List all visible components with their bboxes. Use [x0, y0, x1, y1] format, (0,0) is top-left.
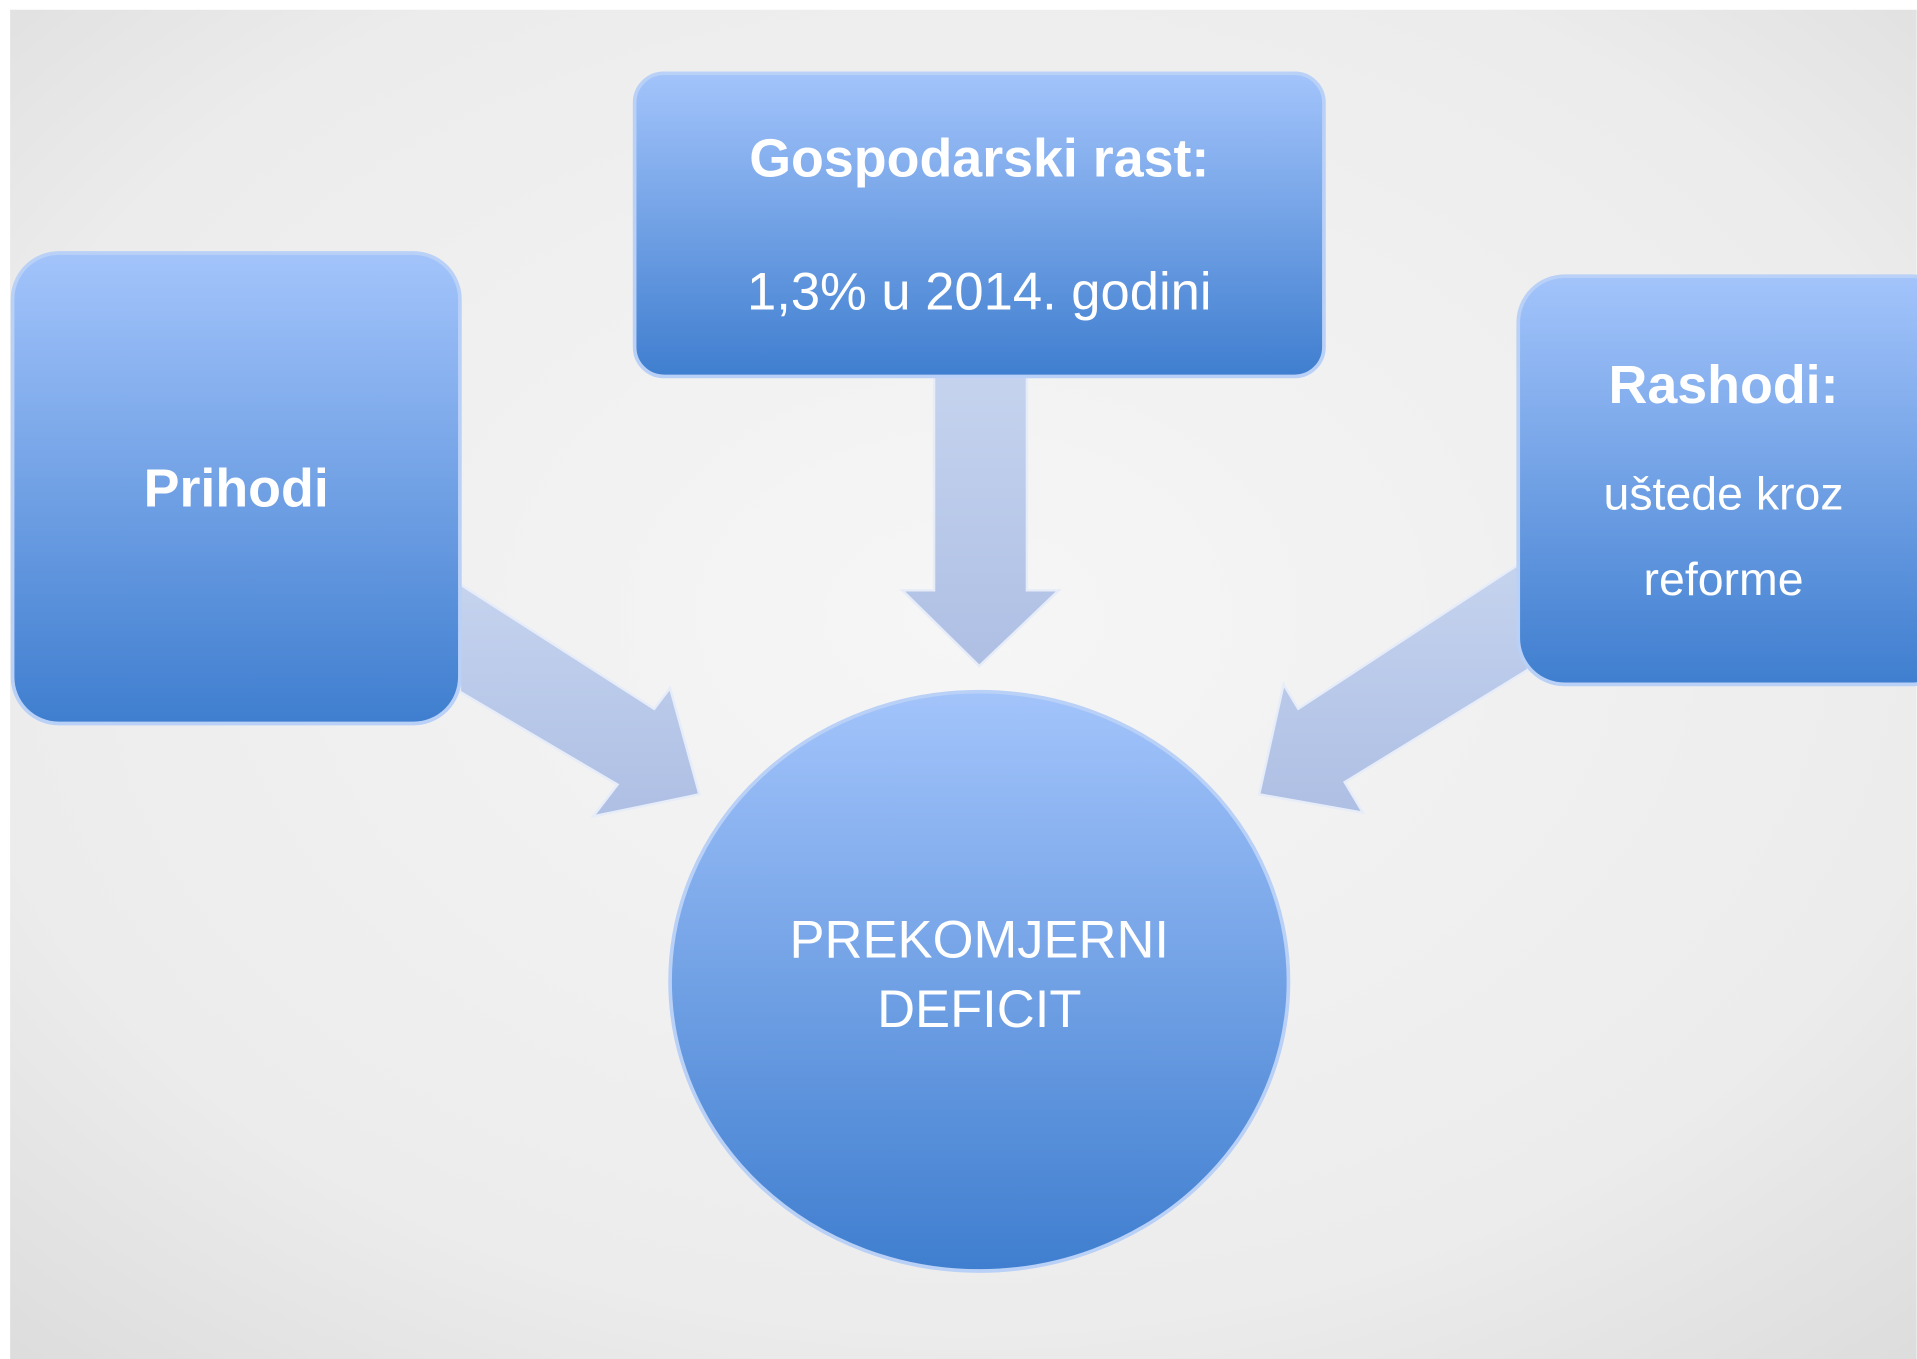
arrow [458, 581, 701, 819]
node-box [10, 251, 462, 726]
node-box [1516, 274, 1917, 687]
node-title: Prihodi [144, 459, 329, 519]
node-text: DEFICIT [877, 980, 1081, 1039]
node-box [632, 71, 1326, 379]
node-text: reforme [1644, 553, 1804, 605]
node-text: 1,3% u 2014. godini [747, 263, 1212, 322]
node-text: PREKOMJERNI [789, 910, 1169, 969]
arrow [1257, 562, 1530, 815]
node-circle [668, 689, 1291, 1273]
arrow [899, 375, 1062, 668]
node-title: Gospodarski rast: [749, 129, 1209, 189]
node-title: Rashodi: [1609, 355, 1839, 415]
node-text: uštede kroz [1604, 468, 1844, 520]
